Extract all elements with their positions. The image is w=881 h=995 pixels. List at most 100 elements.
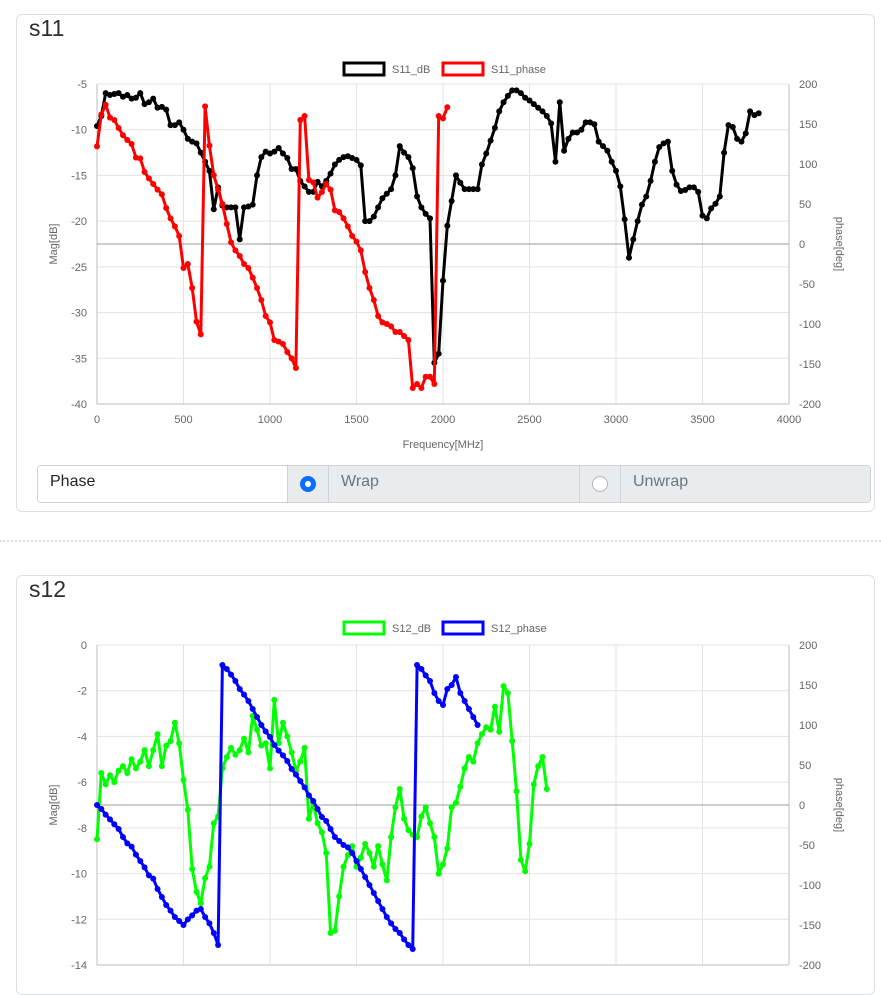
- unwrap-radio-box[interactable]: [580, 466, 621, 502]
- s11-point-0: [604, 147, 611, 154]
- s11-point-0: [543, 113, 550, 119]
- s12-point-0: [522, 868, 529, 875]
- s11-point-0: [163, 106, 170, 113]
- s12-point-0: [301, 744, 308, 751]
- s12-point-1: [336, 838, 343, 844]
- unwrap-radio[interactable]: [592, 476, 608, 492]
- s11-point-0: [301, 183, 308, 190]
- s12-point-0: [340, 863, 347, 870]
- s12-point-1: [344, 844, 351, 851]
- section-title-s11: s11: [29, 15, 65, 41]
- s12-point-0: [284, 733, 291, 740]
- s11-ytick-label: -15: [71, 170, 87, 182]
- s12-ytick-label: -6: [77, 777, 87, 789]
- s12-point-0: [132, 765, 139, 772]
- s11-point-1: [405, 337, 412, 343]
- s12-point-1: [331, 834, 338, 840]
- unwrap-option-label[interactable]: Unwrap: [621, 466, 870, 502]
- section-title-s12: s12: [29, 576, 67, 602]
- s11-legend-swatch-0: [342, 61, 386, 77]
- s11-point-0: [448, 198, 455, 205]
- s11-point-1: [409, 385, 416, 391]
- s11-point-0: [457, 179, 464, 186]
- s12-series-line-1: [95, 663, 479, 951]
- s12-series-0: [94, 683, 550, 936]
- s11-point-0: [729, 123, 736, 130]
- s11-point-0: [379, 195, 386, 202]
- s12-point-1: [232, 678, 239, 684]
- s11-point-1: [171, 223, 178, 230]
- s11-point-1: [249, 274, 256, 281]
- s12-point-1: [202, 914, 209, 920]
- s12-point-1: [115, 826, 122, 832]
- s11-point-1: [279, 341, 286, 347]
- s11-point-0: [206, 167, 213, 174]
- s12-point-1: [102, 811, 109, 818]
- s12-point-0: [176, 740, 183, 747]
- s11-point-0: [491, 124, 498, 131]
- s11-xtick-label: 3500: [690, 414, 714, 426]
- s11-ytick-label: -20: [71, 216, 87, 228]
- s11-point-1: [215, 186, 222, 193]
- s12-point-0: [461, 765, 468, 772]
- section-divider: [0, 540, 881, 542]
- s11-point-1: [189, 285, 196, 291]
- s12-point-1: [327, 826, 334, 832]
- s12-point-0: [357, 854, 364, 861]
- s11-point-1: [145, 175, 152, 182]
- s12-point-1: [440, 702, 446, 708]
- s12-point-0: [513, 788, 520, 795]
- s12-point-1: [292, 771, 299, 778]
- s12-point-1: [301, 784, 308, 791]
- s11-point-1: [336, 209, 343, 215]
- s11-xlabel: Frequency[MHz]: [403, 439, 484, 451]
- s11-point-0: [336, 156, 343, 163]
- s12-point-1: [223, 666, 230, 672]
- s12-point-1: [414, 662, 421, 668]
- wrap-option-label[interactable]: Wrap: [329, 466, 580, 502]
- s12-point-1: [124, 840, 131, 847]
- s11-legend-label-0: S11_dB: [392, 64, 430, 76]
- s11-point-1: [262, 313, 269, 319]
- s12-point-0: [98, 770, 105, 776]
- s11-point-1: [128, 141, 135, 147]
- s11-point-1: [396, 329, 403, 335]
- s12-point-1: [206, 920, 213, 927]
- s12-point-0: [448, 804, 455, 811]
- s12-point-1: [154, 886, 161, 892]
- s12-point-0: [375, 843, 382, 850]
- wrap-radio-box[interactable]: [288, 466, 329, 502]
- s11-y2tick-label: 200: [799, 79, 817, 91]
- s12-point-0: [435, 870, 442, 877]
- s11-point-0: [409, 165, 416, 172]
- s11-point-0: [630, 236, 637, 243]
- s12-legend-swatch-0: [342, 620, 386, 636]
- s12-point-0: [379, 861, 386, 868]
- phase-selector: Phase Wrap Unwrap: [37, 465, 871, 503]
- s11-point-1: [98, 111, 105, 118]
- s11-point-0: [651, 158, 658, 165]
- s11-point-0: [288, 166, 295, 173]
- s12-point-1: [461, 698, 468, 704]
- s12-point-0: [362, 840, 369, 847]
- s12-point-1: [98, 806, 105, 812]
- s11-point-0: [483, 150, 490, 157]
- s12-point-1: [258, 722, 265, 728]
- s11-point-0: [370, 213, 377, 220]
- s11-point-1: [362, 269, 369, 275]
- wrap-radio[interactable]: [300, 476, 316, 492]
- s12-ytick-label: -2: [77, 686, 87, 698]
- s11-point-0: [474, 186, 481, 193]
- s11-point-0: [461, 186, 468, 193]
- s12-ylabel: Mag[dB]: [48, 785, 60, 826]
- s12-point-1: [189, 912, 196, 919]
- s11-point-1: [284, 349, 291, 355]
- s11-point-0: [574, 129, 581, 136]
- s12-point-1: [448, 682, 455, 688]
- s12-point-0: [539, 754, 546, 760]
- s12-point-1: [375, 898, 382, 904]
- s12-point-1: [184, 916, 191, 923]
- s12-point-0: [145, 763, 152, 770]
- s11-point-0: [643, 193, 650, 200]
- s12-point-1: [163, 902, 170, 908]
